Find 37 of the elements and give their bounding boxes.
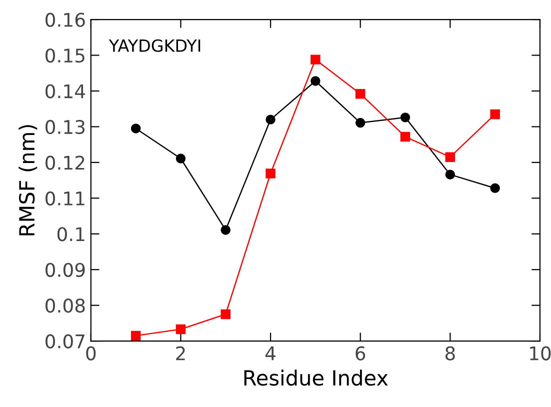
x-tick-label: 0	[86, 346, 96, 360]
y-tick-label: 0.12	[46, 156, 84, 170]
point	[130, 124, 141, 134]
point	[445, 152, 456, 162]
point	[490, 183, 500, 194]
y-tick-label: 0.11	[46, 191, 84, 206]
y-tick-label: 0.14	[46, 84, 85, 98]
point	[400, 112, 410, 122]
point	[490, 109, 500, 120]
point	[445, 170, 456, 180]
y-tick-label: 0.15	[46, 48, 84, 63]
annotation: YAYDGKDYI	[108, 39, 200, 52]
y-tick-label: 0.08	[46, 298, 85, 313]
x-axis-title: Residue Index	[244, 370, 388, 386]
point	[355, 88, 366, 99]
x-tick-label: 2	[176, 346, 185, 360]
point	[220, 309, 230, 320]
point	[355, 118, 366, 128]
point	[176, 324, 186, 334]
y-tick-label: 0.1	[57, 227, 84, 242]
x-tick-label: 4	[265, 346, 276, 360]
y-tick-label: 0.09	[46, 262, 85, 278]
x-tick-label: 10	[530, 346, 551, 360]
y-tick-label: 0.13	[46, 120, 85, 134]
y-tick-label: 0.16	[46, 12, 85, 27]
x-tick-label: 6	[356, 346, 366, 360]
point	[266, 168, 276, 178]
point	[310, 54, 320, 64]
point	[266, 114, 276, 124]
y-tick-label: 0.07	[46, 334, 84, 348]
x-tick-label: 8	[445, 346, 455, 360]
point	[310, 76, 320, 86]
point	[220, 225, 230, 235]
point	[130, 330, 141, 341]
point	[176, 154, 186, 164]
point	[400, 132, 410, 142]
y-axis-title: RMSF (nm)	[18, 125, 38, 236]
